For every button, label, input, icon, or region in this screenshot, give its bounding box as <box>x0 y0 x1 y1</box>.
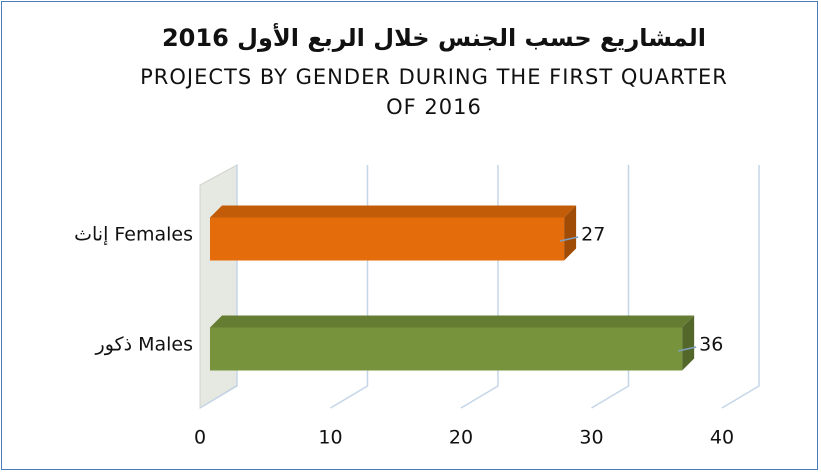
chart-title: المشاريع حسب الجنس خلال الربع الأول 2016 <box>161 24 707 52</box>
data-label: 27 <box>581 224 605 246</box>
bar-side <box>564 205 577 261</box>
x-tick-label: 0 <box>194 427 206 449</box>
bar-side <box>682 315 695 371</box>
chart-subtitle: PROJECTS BY GENDER DURING THE FIRST QUAR… <box>140 65 728 119</box>
x-tick-label: 30 <box>579 427 603 449</box>
leader-line <box>559 236 579 242</box>
y-tick-label: إناث Females <box>74 224 193 247</box>
x-tick-label: 20 <box>449 427 473 449</box>
y-tick-label: ذكور Males <box>95 334 193 356</box>
grid-line <box>721 165 760 409</box>
bar <box>210 327 683 371</box>
grid-line <box>460 165 499 409</box>
bar-top <box>210 315 695 328</box>
bar-top <box>210 205 577 218</box>
side-wall <box>199 164 238 409</box>
x-tick-label: 40 <box>710 427 734 449</box>
leader-line <box>677 346 697 352</box>
data-label: 36 <box>699 334 723 356</box>
bar <box>210 217 565 261</box>
grid-line <box>330 165 369 409</box>
grid-line <box>591 165 630 409</box>
x-tick-label: 10 <box>318 427 342 449</box>
